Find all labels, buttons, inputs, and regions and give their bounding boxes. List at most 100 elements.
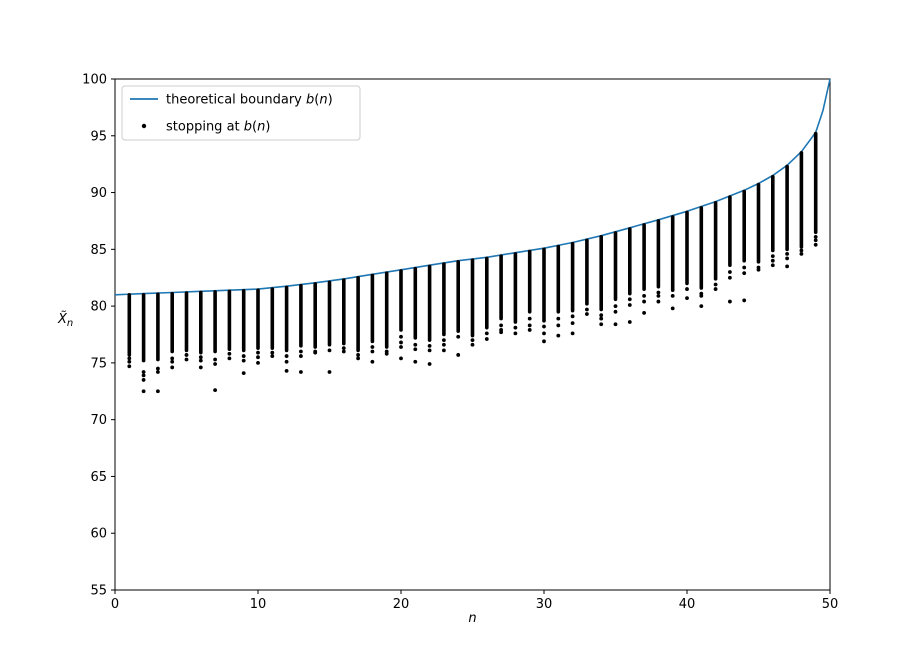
stopping-dot <box>384 351 389 356</box>
stopping-dot <box>213 388 218 393</box>
stopping-dot <box>270 354 275 358</box>
stopping-dot <box>284 368 289 373</box>
stopping-dot <box>413 342 418 347</box>
stopping-dot <box>542 331 546 336</box>
stopping-dot <box>670 293 675 298</box>
stopping-dot <box>656 299 661 304</box>
x-tick-label: 10 <box>250 597 267 612</box>
x-tick-label: 50 <box>822 597 839 612</box>
stopping-dot <box>685 287 689 291</box>
stopping-dot <box>785 251 789 256</box>
legend-item-label: stopping at b(n) <box>166 120 270 135</box>
stopping-dot <box>599 313 604 318</box>
stopping-dot <box>198 365 203 370</box>
stopping-dot <box>627 303 632 307</box>
stopping-dot <box>813 234 818 239</box>
stopping-dot <box>399 345 403 349</box>
stopping-dot <box>742 265 747 270</box>
stopping-dot <box>198 355 203 360</box>
stopping-dot <box>713 282 718 287</box>
stopping-dot <box>413 347 418 352</box>
stopping-dot <box>656 290 661 295</box>
stopping-dot <box>241 354 246 358</box>
stopping-dot <box>170 356 175 361</box>
stopping-dot <box>799 248 804 253</box>
stopping-dot <box>785 256 789 261</box>
stopping-dot <box>642 293 646 298</box>
stopping-dot <box>742 271 747 276</box>
stopping-dot <box>670 306 675 311</box>
stopping-dot <box>813 238 818 243</box>
stopping-dot <box>756 267 761 272</box>
stopping-dot <box>141 378 146 382</box>
legend-item-label: theoretical boundary b(n) <box>166 93 333 108</box>
x-tick-label: 0 <box>111 597 119 612</box>
stopping-dot <box>284 359 289 364</box>
stopping-dot <box>413 359 418 364</box>
stopping-dot <box>556 333 561 338</box>
stopping-dot <box>399 340 403 345</box>
stopping-dot <box>556 316 561 321</box>
stopping-dot <box>184 357 189 362</box>
stopping-dot <box>770 258 775 263</box>
stopping-dot <box>527 323 532 328</box>
stopping-dot <box>456 353 461 357</box>
stopping-dot <box>570 321 575 326</box>
stopping-dot <box>184 353 189 357</box>
stopping-dot <box>627 320 632 324</box>
stopping-dot <box>370 349 375 354</box>
stopping-dot <box>470 338 475 343</box>
stopping-dot <box>127 359 132 364</box>
stopping-dot <box>284 354 289 358</box>
x-tick-label: 20 <box>393 597 410 612</box>
stopping-dot <box>484 331 489 336</box>
stopping-dot <box>256 355 260 360</box>
stopping-dot <box>156 389 160 394</box>
stopping-dot <box>213 362 218 366</box>
stopping-dot <box>613 309 618 314</box>
stopping-dot <box>299 354 303 358</box>
stopping-dot <box>270 350 275 355</box>
x-tick-label: 30 <box>536 597 553 612</box>
stopping-dot <box>642 311 646 315</box>
stopping-dot <box>627 297 632 302</box>
stopping-dot <box>313 350 318 355</box>
y-tick-label: 75 <box>90 356 107 371</box>
stopping-dot <box>685 296 689 301</box>
stopping-dot <box>613 322 618 327</box>
stopping-dot <box>770 263 775 268</box>
stopping-dot <box>141 389 146 394</box>
stopping-dot <box>585 307 589 312</box>
y-tick-label: 80 <box>90 300 107 315</box>
stopping-dot <box>299 370 303 374</box>
stopping-dot <box>427 343 432 348</box>
y-tick-label: 55 <box>90 584 107 599</box>
stopping-dot <box>527 316 532 321</box>
stopping-dot <box>427 348 432 353</box>
stopping-dot <box>327 370 332 374</box>
stopping-dot <box>156 370 160 374</box>
stopping-dot <box>341 349 346 354</box>
stopping-dot <box>127 356 132 361</box>
stopping-dot <box>599 322 604 327</box>
stopping-dot <box>785 264 789 269</box>
stopping-dot <box>370 359 375 364</box>
stopping-dot <box>341 346 346 351</box>
stopping-dot <box>198 358 203 363</box>
stopping-dot <box>799 251 804 256</box>
stopping-dot <box>141 373 146 378</box>
stopping-dot <box>713 287 718 291</box>
stopping-dot <box>170 365 175 370</box>
stopping-dot <box>241 358 246 363</box>
stopping-dot <box>356 353 360 357</box>
stopping-dot <box>570 331 575 336</box>
stopping-dot <box>327 348 332 353</box>
stopping-dot <box>227 356 232 361</box>
stopping-dot <box>499 323 503 328</box>
stopping-dot <box>442 348 446 353</box>
stopping-dot <box>499 330 503 335</box>
stopping-dot <box>742 298 747 303</box>
x-tick-label: 40 <box>679 597 696 612</box>
stopping-dot <box>656 293 661 298</box>
